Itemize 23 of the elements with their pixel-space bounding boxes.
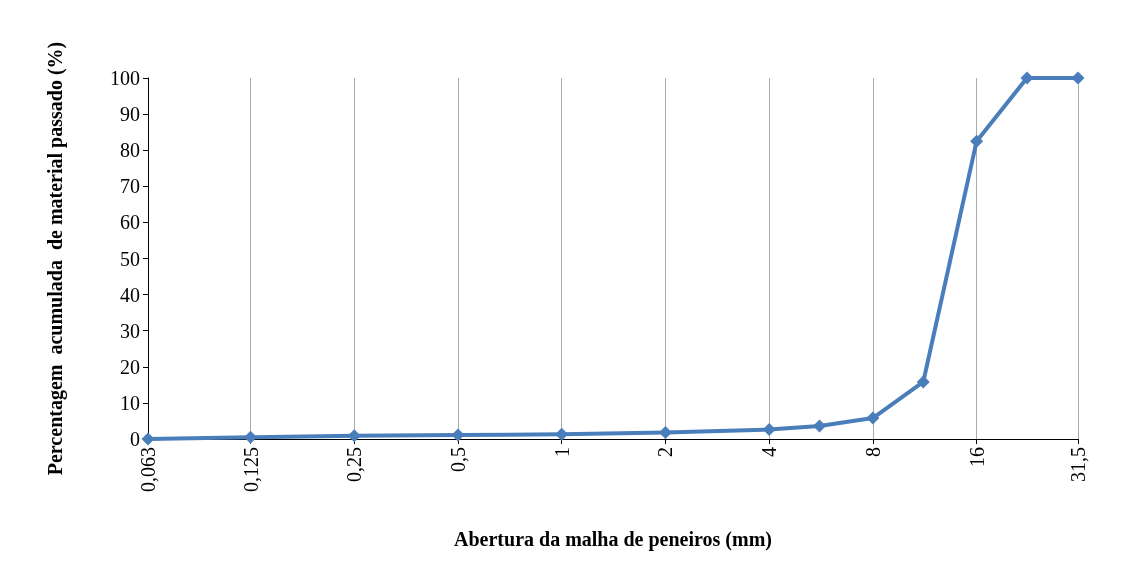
x-tick-label: 0,25: [343, 447, 366, 482]
x-tick-label: 0,063: [137, 447, 159, 492]
y-tick-label: 90: [120, 103, 140, 126]
y-tick-label: 20: [120, 355, 140, 378]
y-tick-label: 60: [120, 211, 140, 234]
y-tick-label: 50: [120, 247, 140, 270]
y-axis-title: Percentagem acumulada de material passado (%): [44, 41, 67, 476]
x-axis-title: Abertura da malha de peneiros (mm): [454, 528, 772, 551]
y-tick-label: 70: [120, 175, 140, 198]
x-tick-label: 8: [861, 447, 884, 457]
x-tick-label: 1: [550, 447, 573, 457]
y-tick-label: 80: [120, 139, 140, 162]
x-tick-label: 0,125: [239, 447, 262, 492]
x-tick-label: 0,5: [446, 447, 469, 472]
x-tick-label: 31,5: [1067, 447, 1089, 482]
y-tick-label: 0: [130, 428, 140, 450]
y-tick-label: 30: [120, 319, 140, 342]
y-tick-label: 10: [120, 391, 140, 414]
x-tick-label: 16: [965, 447, 988, 467]
x-tick-label: 2: [654, 447, 677, 457]
y-tick-label: 40: [120, 283, 140, 306]
y-tick-label: 100: [110, 67, 140, 89]
x-tick-label: 4: [758, 447, 781, 457]
